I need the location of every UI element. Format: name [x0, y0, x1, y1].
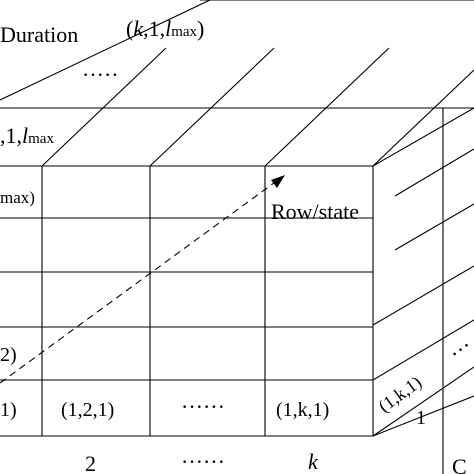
- top-diag-4: [41, 47, 167, 167]
- top-diag-2: [264, 47, 390, 167]
- row-state-arrowhead: [271, 175, 285, 188]
- label-k1lmax: (k,1,lmax): [126, 16, 204, 41]
- top-diag-1: [149, 47, 275, 167]
- axis-label-k: k: [308, 449, 319, 474]
- duration-label: Duration: [0, 22, 78, 47]
- right-diag-c: [372, 265, 474, 326]
- ellipsis-side: ···: [444, 333, 474, 366]
- right-bottom-diag-2: [372, 395, 474, 437]
- right-diag-a: [394, 148, 474, 197]
- right-diag-b: [394, 203, 474, 251]
- right-bottom-diag-1: [372, 366, 474, 437]
- label-left-2: 2): [0, 344, 17, 366]
- cell-1-2-1: (1,2,1): [61, 399, 114, 421]
- row-state-arrow: [0, 179, 279, 384]
- label-left-lmax: max): [0, 188, 35, 207]
- row-state-label: Row/state: [271, 199, 359, 224]
- corner-label-c: C: [452, 454, 467, 474]
- ellipsis-axis: ······: [181, 449, 225, 474]
- cell-1: 1): [0, 399, 17, 421]
- cell-1-k-1: (1,k,1): [276, 399, 329, 421]
- top-diag-3: [372, 69, 474, 167]
- right-diag-d: [372, 319, 474, 381]
- side-label-1: 1: [416, 407, 426, 429]
- ellipsis-front: ······: [181, 394, 225, 419]
- label-1lmax: ,1,lmax: [0, 123, 54, 148]
- axis-label-2: 2: [85, 451, 96, 474]
- top-left-diag: [0, 0, 211, 101]
- right-top-edge: [372, 107, 474, 167]
- ellipsis-depth: ·····: [82, 62, 119, 87]
